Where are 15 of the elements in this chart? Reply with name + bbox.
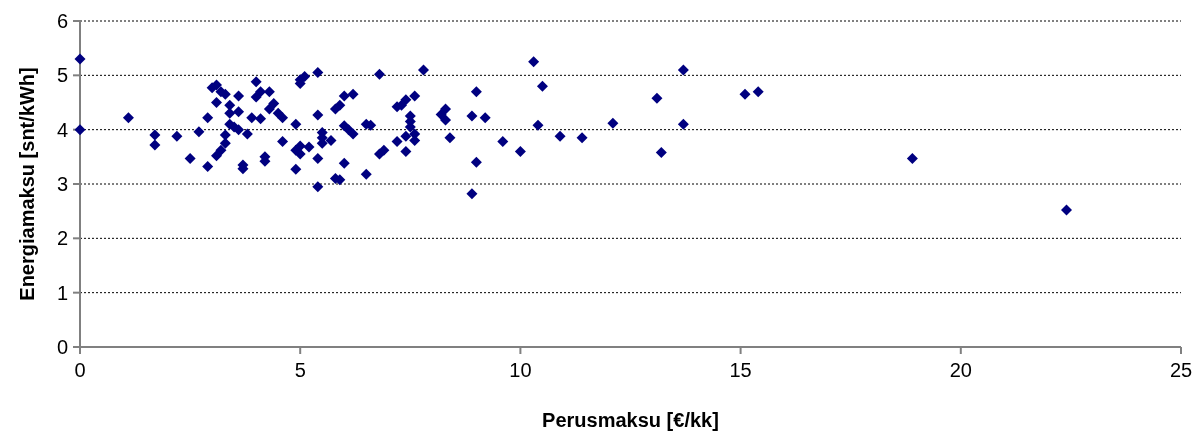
y-tick-label: 2 [56, 227, 68, 250]
y-tick-label: 4 [56, 118, 68, 141]
x-tick-label: 10 [509, 359, 532, 381]
y-tick-label: 0 [56, 336, 68, 358]
x-tick-label: 25 [1169, 359, 1193, 381]
x-tick-label: 15 [729, 359, 752, 381]
x-axis-title: Perusmaksu [€/kk] [542, 409, 719, 431]
y-tick-label: 1 [56, 281, 68, 304]
x-tick-label: 5 [294, 359, 306, 381]
y-tick-label: 6 [56, 10, 68, 32]
y-tick-label: 3 [56, 173, 68, 195]
y-axis-title: Energiamaksu [snt/kWh] [16, 67, 38, 301]
x-tick-label: 20 [949, 359, 972, 381]
x-tick-label: 0 [74, 359, 86, 381]
y-tick-label: 5 [56, 64, 68, 87]
